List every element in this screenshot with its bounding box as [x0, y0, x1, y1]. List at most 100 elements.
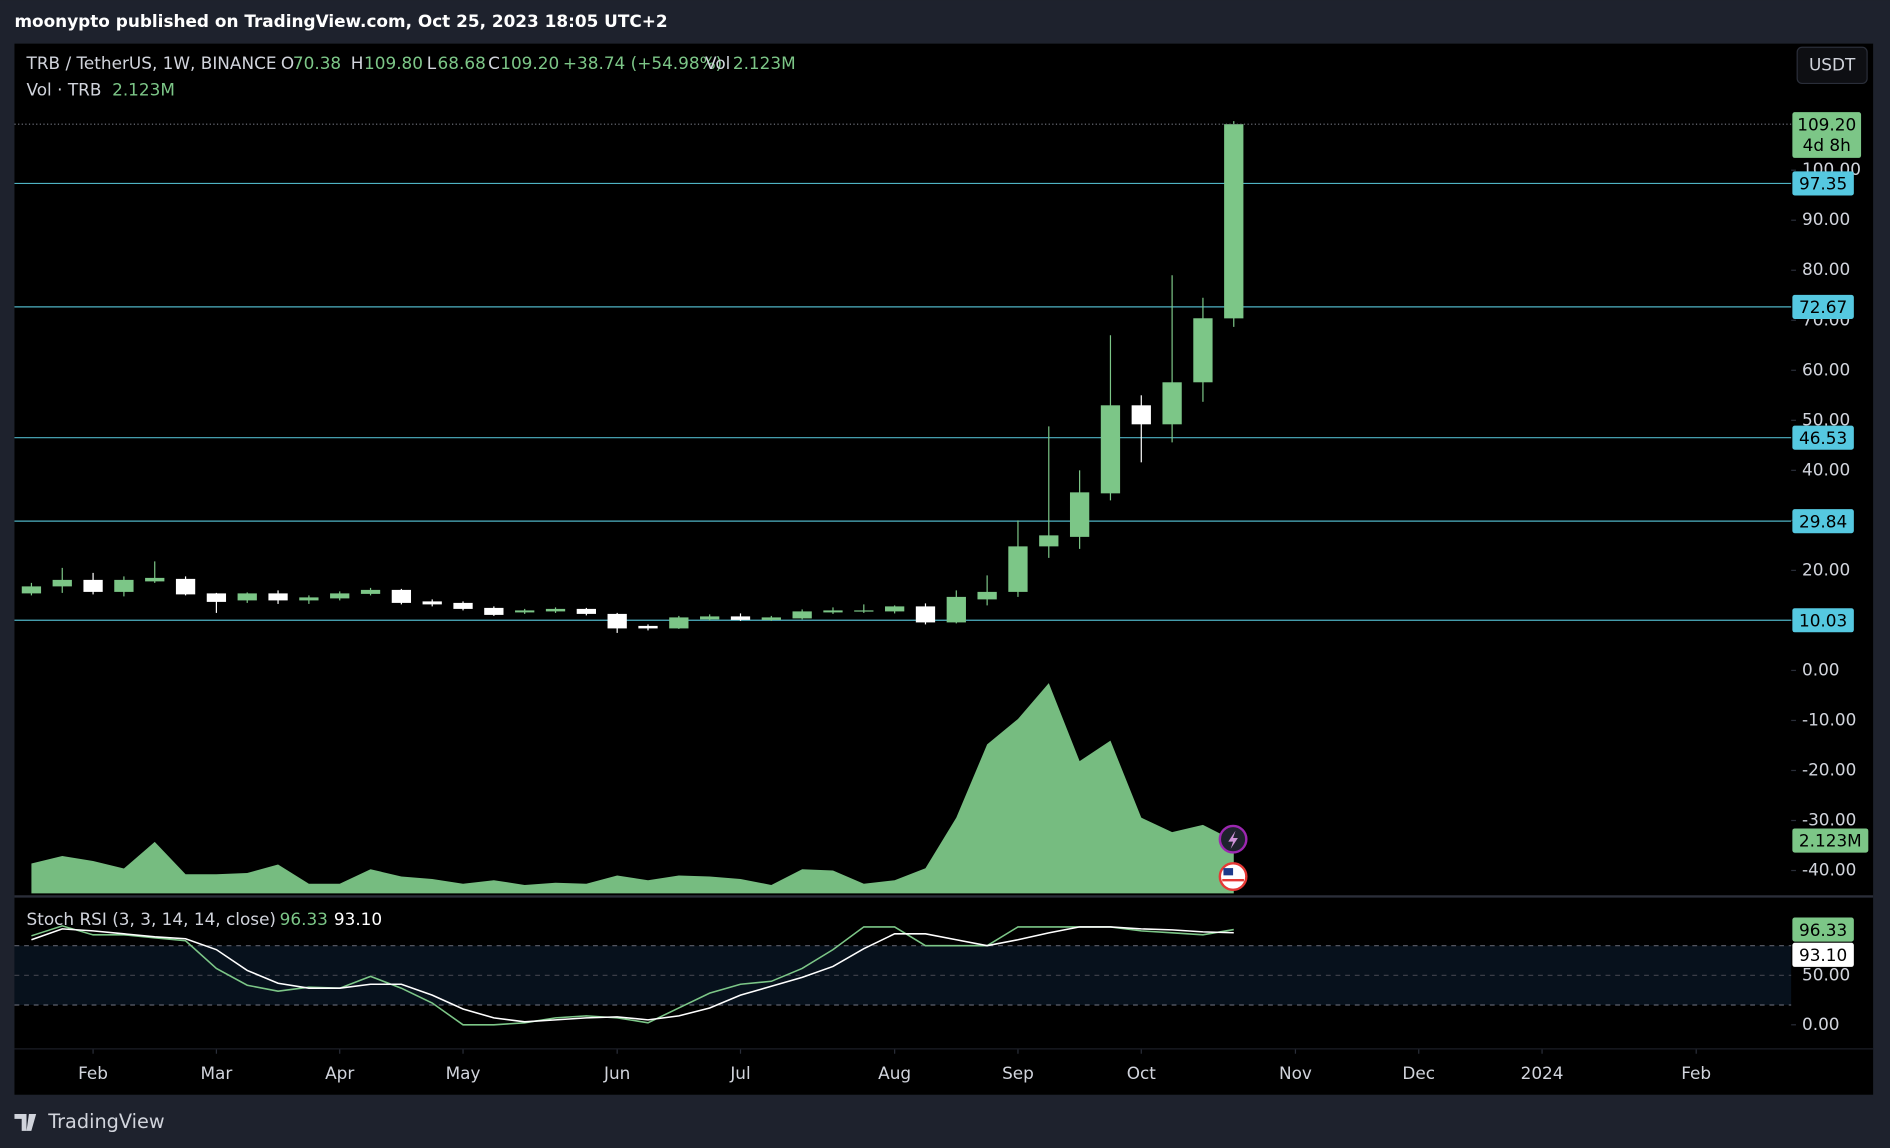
level-badge: [1792, 171, 1854, 196]
level-badge: [1792, 509, 1854, 534]
candle-body: [1008, 546, 1028, 592]
publish-header: moonypto published on TradingView.com, O…: [14, 11, 667, 31]
stoch-line: [31, 926, 1234, 1023]
candle-body: [83, 579, 103, 592]
y-tick-label: -20.00: [1802, 759, 1856, 779]
stoch-badge: [1792, 917, 1854, 942]
candle-body: [1069, 492, 1090, 537]
stoch-legend-k: 96.33: [280, 909, 328, 929]
y-tick-label: -40.00: [1802, 860, 1856, 880]
candle-body: [915, 606, 936, 623]
volume-badge-label: 2.123M: [1799, 831, 1862, 851]
x-tick-label: Jul: [729, 1063, 750, 1083]
y-tick-label: 40.00: [1802, 459, 1850, 479]
level-badge: [1792, 608, 1854, 633]
candle-body: [576, 608, 596, 614]
volume-legend: Vol · TRB: [27, 80, 102, 100]
x-tick-label: Nov: [1279, 1063, 1312, 1083]
level-label: 29.84: [1799, 511, 1847, 531]
candle-body: [1224, 124, 1244, 319]
candle-body: [1039, 535, 1059, 547]
candle-body: [638, 625, 658, 629]
level-label: 97.35: [1799, 174, 1847, 194]
stoch-badge-label: 93.10: [1799, 945, 1847, 965]
candle-body: [823, 610, 843, 613]
stoch-badge: [1792, 942, 1854, 967]
stoch-y-tick-label: 50.00: [1802, 964, 1850, 984]
currency-button[interactable]: [1796, 46, 1868, 85]
candle-body: [1162, 382, 1182, 425]
last-price-label: 109.20: [1797, 114, 1856, 134]
candle-body: [422, 601, 442, 605]
footer-logo: [14, 1114, 37, 1131]
legend-symbol: TRB / TetherUS, 1W, BINANCE: [26, 53, 277, 73]
candle-body: [1193, 318, 1213, 383]
flag-canton: [1223, 868, 1234, 876]
candle-body: [515, 610, 535, 613]
candle-body: [700, 616, 720, 620]
x-tick-label: 2024: [1521, 1063, 1564, 1083]
y-tick-label: 80.00: [1802, 259, 1850, 279]
y-tick-label: -10.00: [1802, 709, 1856, 729]
y-tick-label: 20.00: [1802, 559, 1850, 579]
candle-body: [607, 613, 627, 629]
legend-l: L: [427, 53, 437, 73]
candle-body: [145, 577, 165, 582]
y-tick-label: -30.00: [1802, 809, 1856, 829]
candle-body: [237, 593, 257, 601]
footer-brand: TradingView: [47, 1110, 164, 1133]
event-icon-bolt: [1228, 830, 1238, 849]
y-tick-label: 0.00: [1802, 659, 1840, 679]
legend-o: O: [281, 53, 294, 73]
candle-body: [854, 610, 874, 612]
x-tick-label: Aug: [878, 1063, 911, 1083]
stoch-badge-label: 96.33: [1799, 920, 1847, 940]
legend-high: 109.80: [364, 53, 423, 73]
x-tick-label: Oct: [1127, 1063, 1157, 1083]
candle-body: [1131, 405, 1151, 425]
x-tick-label: Apr: [325, 1063, 354, 1083]
stoch-y-tick-label: 0.00: [1802, 1014, 1840, 1034]
candle-body: [977, 591, 997, 600]
flag-icon[interactable]: [1218, 862, 1248, 892]
candle-body: [268, 593, 288, 601]
candle-body: [1100, 405, 1121, 494]
legend-volume: 2.123M: [733, 53, 796, 73]
x-tick-label: Mar: [200, 1063, 232, 1083]
volume-area: [31, 683, 1234, 894]
x-tick-label: Feb: [78, 1063, 108, 1083]
y-tick-label: 50.00: [1802, 409, 1850, 429]
stoch-legend: Stoch RSI (3, 3, 14, 14, close): [27, 909, 277, 929]
candle-body: [391, 589, 412, 603]
y-tick-label: 60.00: [1802, 359, 1850, 379]
volume-legend-value: 2.123M: [112, 80, 175, 100]
chart-layer: 100.0090.0080.0070.0060.0050.0040.0030.0…: [14, 112, 1869, 1083]
x-tick-label: Sep: [1002, 1063, 1034, 1083]
level-label: 46.53: [1799, 428, 1847, 448]
volume-badge: [1792, 828, 1869, 853]
y-tick-label: 90.00: [1802, 209, 1850, 229]
level-label: 72.67: [1799, 297, 1847, 317]
candle-body: [175, 578, 196, 595]
candle-body: [52, 579, 72, 587]
x-tick-label: Jun: [603, 1063, 630, 1083]
logo-mark: [14, 1114, 37, 1131]
candle-body: [114, 579, 134, 592]
legend-change: +38.74 (+54.98%): [563, 53, 722, 73]
x-tick-label: Dec: [1402, 1063, 1435, 1083]
legend-open: 70.38: [293, 53, 341, 73]
candle-body: [453, 602, 473, 609]
legend-c: C: [488, 53, 500, 73]
chart-area: [14, 43, 1874, 1095]
stoch-legend-d: 93.10: [334, 909, 382, 929]
candle-body: [669, 617, 689, 629]
stoch-line: [31, 925, 1234, 1026]
candle-body: [360, 589, 381, 594]
currency-button-label[interactable]: USDT: [1809, 54, 1856, 74]
legend-close: 109.20: [500, 53, 559, 73]
x-tick-label: May: [446, 1063, 481, 1083]
x-tick-label: Feb: [1681, 1063, 1711, 1083]
candle-body: [21, 586, 42, 594]
